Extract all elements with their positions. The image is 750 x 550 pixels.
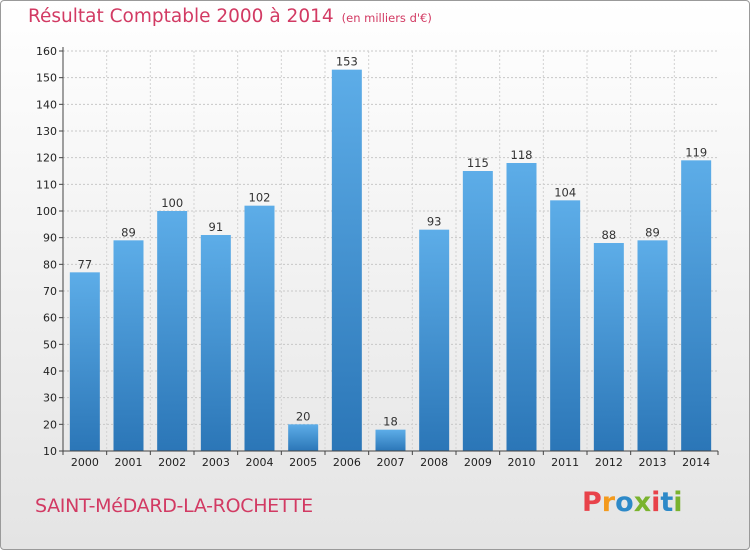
bar-2000 [69, 272, 100, 451]
logo-letter: r [601, 487, 616, 518]
y-tick-label: 60 [43, 312, 57, 325]
bar-2013 [637, 240, 668, 451]
x-tick-label: 2001 [115, 456, 143, 469]
bar-2008 [419, 229, 450, 451]
logo-letter: P [582, 487, 602, 518]
data-label: 88 [602, 228, 617, 242]
bars [69, 69, 712, 452]
data-label: 89 [645, 225, 660, 239]
x-tick-label: 2013 [639, 456, 667, 469]
y-tick-label: 160 [36, 45, 57, 58]
x-tick-label: 2003 [202, 456, 230, 469]
data-label: 77 [78, 257, 93, 271]
x-tick-label: 2004 [246, 456, 274, 469]
bar-2014 [681, 160, 712, 452]
y-tick-label: 100 [36, 205, 57, 218]
chart-title-unit: (en milliers d'€) [341, 11, 432, 25]
data-label: 91 [209, 220, 224, 234]
logo-letter: t [660, 487, 674, 518]
y-tick-label: 150 [36, 72, 57, 85]
data-label: 102 [249, 191, 271, 205]
data-label: 20 [296, 409, 311, 423]
data-label: 18 [383, 415, 398, 429]
proxiti-logo: Proxiti [582, 487, 683, 518]
logo-letter: i [673, 487, 683, 518]
data-label: 104 [554, 185, 576, 199]
bar-2009 [462, 171, 493, 451]
y-tick-label: 20 [43, 418, 57, 431]
data-labels: 77 89 100 91 102 20 153 18 93 115 118 104 88 89 119 [78, 55, 708, 429]
bar-2010 [506, 163, 537, 451]
x-tick-label: 2014 [682, 456, 710, 469]
commune-name: SAINT-MéDARD-LA-ROCHETTE [35, 495, 313, 517]
bar-2012 [593, 243, 624, 451]
bar-2004 [244, 205, 275, 451]
bar-2006 [331, 69, 362, 452]
logo-letter: i [651, 487, 661, 518]
x-tick-label: 2011 [551, 456, 579, 469]
y-tick-label: 90 [43, 232, 57, 245]
y-tick-label: 130 [36, 125, 57, 138]
bar-2003 [200, 235, 231, 451]
y-tick-label: 40 [43, 365, 57, 378]
x-tick-label: 2012 [595, 456, 623, 469]
data-label: 153 [336, 55, 358, 69]
data-label: 100 [161, 196, 183, 210]
y-tick-label: 140 [36, 98, 57, 111]
y-tick-label: 10 [43, 445, 57, 458]
data-label: 118 [511, 148, 533, 162]
bar-2005 [288, 424, 319, 451]
x-tick-label: 2007 [377, 456, 405, 469]
x-tick-label: 2006 [333, 456, 361, 469]
x-tick-label: 2005 [289, 456, 317, 469]
data-label: 119 [685, 145, 707, 159]
x-tick-label: 2009 [464, 456, 492, 469]
data-label: 115 [467, 156, 489, 170]
y-tick-label: 50 [43, 338, 57, 351]
y-tick-label: 80 [43, 258, 57, 271]
x-tick-label: 2002 [158, 456, 186, 469]
chart-title-text: Résultat Comptable 2000 à 2014 [28, 6, 334, 27]
chart-title: Résultat Comptable 2000 à 2014 (en millie… [28, 6, 432, 27]
bar-2011 [550, 200, 581, 451]
bar-2001 [113, 240, 144, 451]
data-label: 89 [121, 225, 136, 239]
x-tick-label: 2000 [71, 456, 99, 469]
data-label: 93 [427, 215, 442, 229]
bar-2007 [375, 429, 406, 451]
x-tick-label: 2010 [508, 456, 536, 469]
bar-2002 [157, 211, 188, 451]
logo-letter: x [633, 487, 652, 518]
logo-letter: o [615, 487, 634, 518]
y-tick-label: 70 [43, 285, 57, 298]
y-tick-label: 120 [36, 152, 57, 165]
axes: 10 20 30 40 50 60 70 80 90 100 110 120 130 140 150 160 2… [36, 45, 719, 469]
y-tick-label: 30 [43, 392, 57, 405]
y-tick-label: 110 [36, 178, 57, 191]
x-tick-label: 2008 [420, 456, 448, 469]
